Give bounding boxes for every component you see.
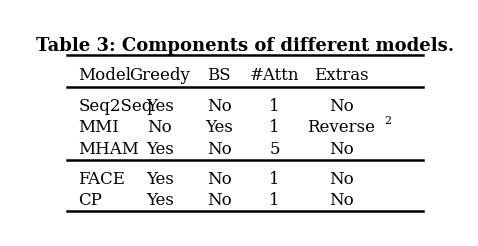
Text: No: No <box>329 98 354 115</box>
Text: Yes: Yes <box>146 98 174 115</box>
Text: 1: 1 <box>269 98 280 115</box>
Text: Yes: Yes <box>205 120 233 137</box>
Text: No: No <box>206 98 231 115</box>
Text: MHAM: MHAM <box>78 141 139 158</box>
Text: 1: 1 <box>269 120 280 137</box>
Text: 1: 1 <box>269 192 280 209</box>
Text: Yes: Yes <box>146 171 174 188</box>
Text: 1: 1 <box>269 171 280 188</box>
Text: No: No <box>206 171 231 188</box>
Text: No: No <box>147 120 172 137</box>
Text: Reverse: Reverse <box>307 120 375 137</box>
Text: No: No <box>206 141 231 158</box>
Text: BS: BS <box>207 67 231 84</box>
Text: Yes: Yes <box>146 192 174 209</box>
Text: Greedy: Greedy <box>130 67 190 84</box>
Text: No: No <box>329 171 354 188</box>
Text: CP: CP <box>78 192 102 209</box>
Text: 5: 5 <box>270 141 280 158</box>
Text: No: No <box>329 141 354 158</box>
Text: No: No <box>206 192 231 209</box>
Text: FACE: FACE <box>78 171 125 188</box>
Text: 2: 2 <box>384 116 391 126</box>
Text: Yes: Yes <box>146 141 174 158</box>
Text: Table 3: Components of different models.: Table 3: Components of different models. <box>36 37 454 55</box>
Text: #Attn: #Attn <box>250 67 299 84</box>
Text: Model: Model <box>78 67 131 84</box>
Text: MMI: MMI <box>78 120 119 137</box>
Text: Seq2Seq: Seq2Seq <box>78 98 152 115</box>
Text: No: No <box>329 192 354 209</box>
Text: Extras: Extras <box>314 67 369 84</box>
